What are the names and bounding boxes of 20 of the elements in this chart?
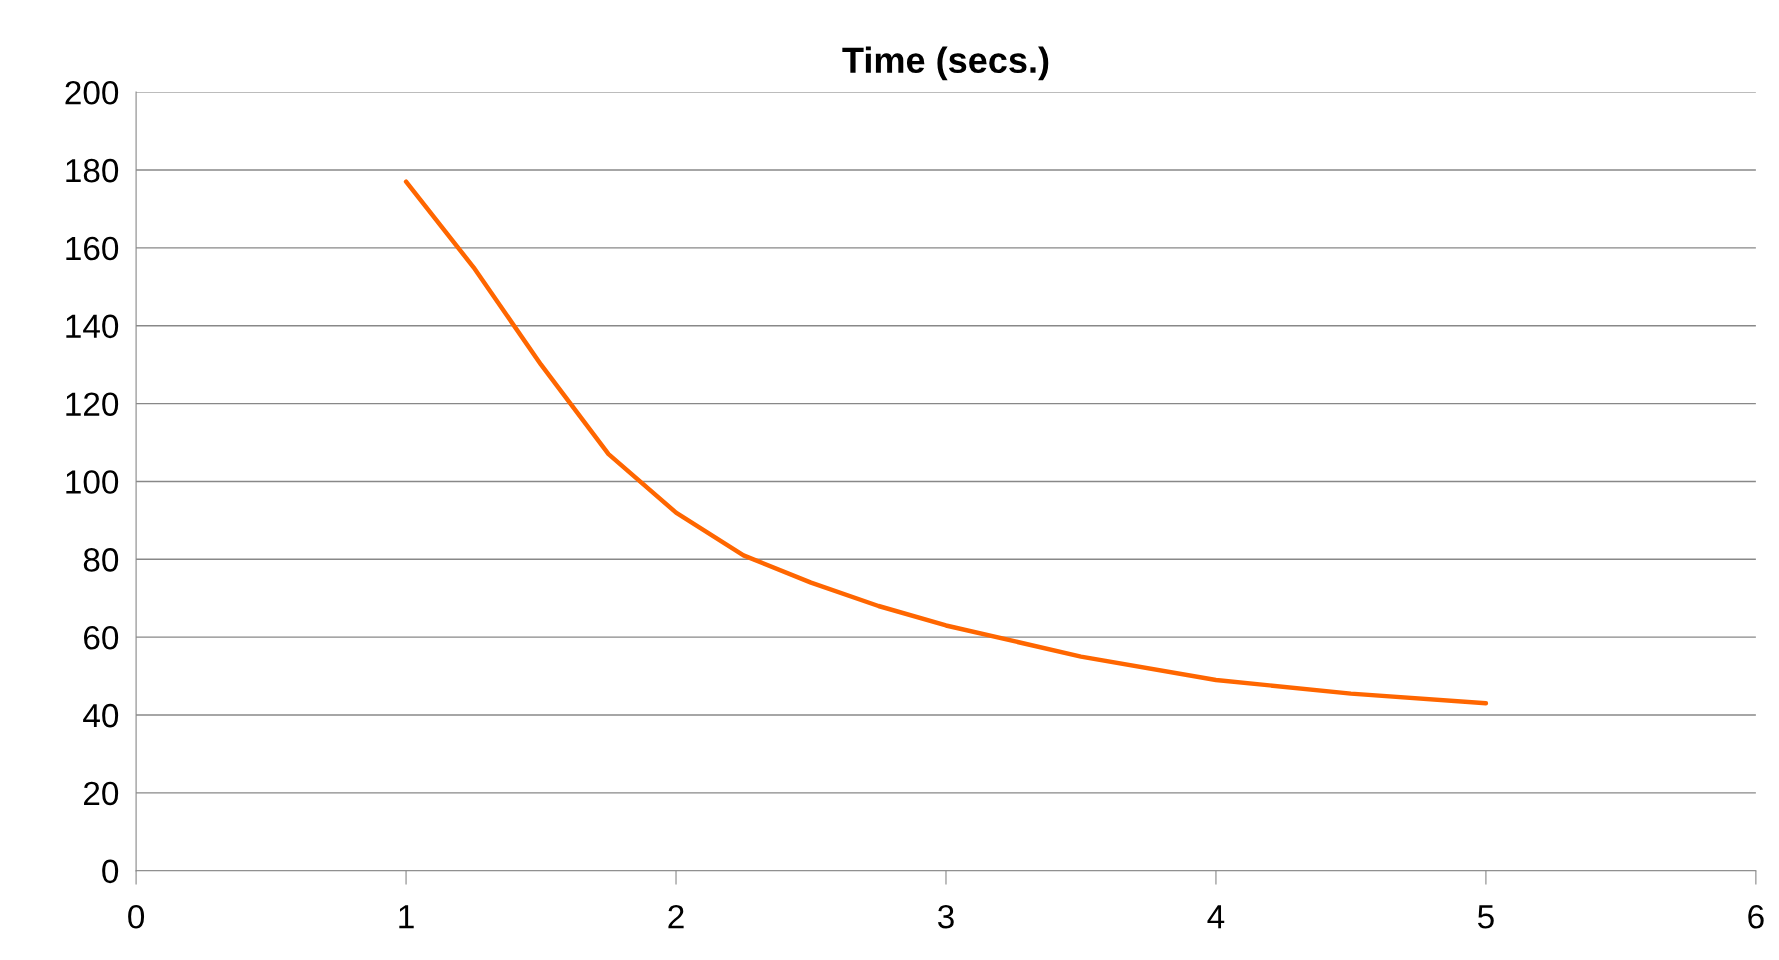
y-tick-label: 140 bbox=[66, 314, 119, 339]
x-tick-label: 1 bbox=[399, 905, 414, 929]
y-tick-label: 60 bbox=[84, 625, 119, 650]
line-series bbox=[403, 179, 1489, 706]
x-tick-label: 0 bbox=[128, 904, 145, 929]
chart-title: Time (secs.) bbox=[842, 46, 1049, 81]
y-tick-label: 160 bbox=[66, 236, 119, 261]
y-tick-label: 20 bbox=[84, 781, 119, 806]
x-tick-label: 4 bbox=[1207, 905, 1225, 929]
y-tick-label: 120 bbox=[66, 392, 119, 416]
y-tick-label: 40 bbox=[83, 703, 119, 728]
y-tick-label: 180 bbox=[66, 158, 119, 183]
x-tick-label: 3 bbox=[937, 904, 954, 929]
y-tick-label: 200 bbox=[65, 80, 119, 105]
x-tick-label: 6 bbox=[1748, 904, 1764, 929]
x-tick-label: 5 bbox=[1477, 905, 1494, 929]
x-tick-label: 2 bbox=[668, 904, 684, 929]
y-tick-label: 0 bbox=[102, 859, 119, 884]
y-tick-label: 80 bbox=[83, 548, 119, 572]
y-tick-label: 100 bbox=[66, 470, 119, 494]
